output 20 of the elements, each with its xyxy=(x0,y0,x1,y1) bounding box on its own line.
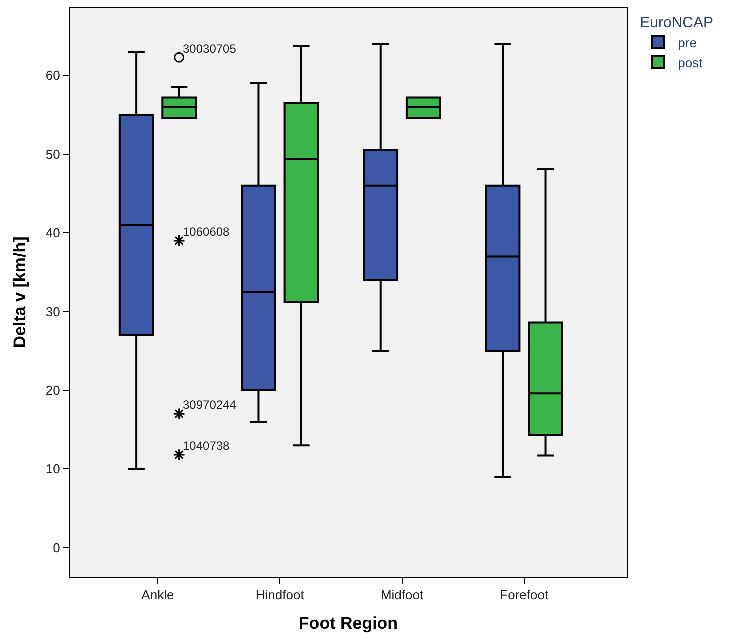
y-tick-label: 0 xyxy=(53,540,60,556)
x-tick-label: Ankle xyxy=(142,588,174,603)
y-tick-label: 20 xyxy=(46,383,60,398)
legend-label: post xyxy=(678,55,704,70)
annotation: 30970244 xyxy=(183,398,237,412)
annotation: 1060608 xyxy=(183,225,230,239)
legend-label: pre xyxy=(678,36,697,51)
y-tick-label: 50 xyxy=(46,146,60,162)
y-tick-label: 30 xyxy=(46,304,60,320)
y-axis-title: Delta v [km/h] xyxy=(10,236,30,348)
x-tick-label: Midfoot xyxy=(380,588,424,603)
annotation: 1040738 xyxy=(183,439,230,453)
y-tick-label: 60 xyxy=(46,68,60,84)
annotation: 30030705 xyxy=(183,42,237,56)
legend-title: EuroNCAP xyxy=(640,14,714,32)
y-tick-label: 10 xyxy=(46,462,60,477)
y-tick-label: 40 xyxy=(46,226,60,241)
x-tick-label: Hindfoot xyxy=(256,588,305,603)
x-tick-label: Forefoot xyxy=(500,588,549,603)
x-axis-title: Foot Region xyxy=(298,614,398,633)
